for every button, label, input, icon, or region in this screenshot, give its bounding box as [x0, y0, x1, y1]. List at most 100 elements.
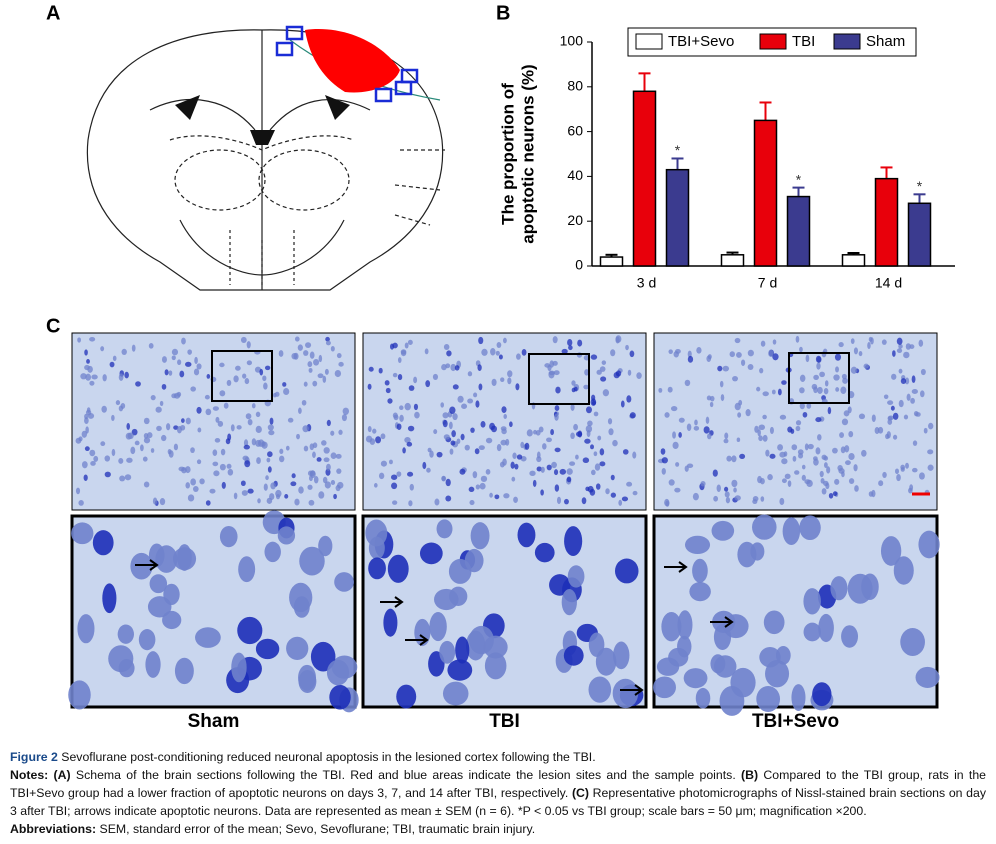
cell	[772, 353, 779, 361]
cell	[212, 461, 219, 467]
cell	[878, 480, 884, 487]
cell	[555, 386, 561, 394]
cell	[263, 483, 268, 491]
cell	[387, 554, 409, 583]
cell	[190, 478, 196, 486]
cell	[844, 460, 851, 466]
cell	[554, 447, 561, 453]
cell	[613, 641, 630, 670]
cell	[772, 339, 777, 345]
cell	[819, 371, 825, 378]
abbreviations-text: SEM, standard error of the mean; Sevo, S…	[99, 822, 536, 836]
cell	[387, 398, 393, 404]
cell	[799, 374, 806, 382]
cell	[910, 397, 915, 404]
cell	[205, 500, 211, 506]
cell	[266, 457, 271, 463]
cell	[442, 419, 448, 428]
cell	[303, 381, 308, 387]
y-tick-label: 100	[560, 33, 584, 49]
cell	[220, 448, 226, 456]
cell	[168, 450, 174, 458]
cell	[419, 542, 443, 565]
cell	[615, 335, 622, 343]
cell	[799, 515, 821, 541]
cell	[179, 370, 185, 378]
cell	[223, 402, 229, 409]
cell	[459, 468, 466, 475]
cell	[439, 640, 456, 664]
cell	[255, 638, 280, 660]
cell	[273, 392, 277, 398]
cell	[161, 383, 167, 390]
cell	[109, 361, 115, 368]
cell	[571, 380, 576, 386]
caption-text: Sevoflurane post-conditioning reduced ne…	[61, 750, 596, 764]
arrow	[135, 559, 159, 571]
cell	[799, 346, 803, 353]
cell	[590, 444, 594, 450]
cell	[257, 439, 265, 447]
cell	[402, 447, 406, 454]
cell	[587, 420, 593, 427]
cell	[614, 558, 639, 584]
cell	[737, 412, 742, 418]
cell	[536, 456, 542, 463]
cell	[185, 482, 191, 489]
cell	[536, 451, 541, 459]
lesion-area	[305, 29, 400, 93]
cell	[75, 487, 81, 495]
cell	[404, 437, 411, 443]
cell	[399, 405, 404, 411]
cell	[806, 479, 813, 488]
cell	[407, 425, 415, 432]
cell	[503, 493, 510, 499]
cell	[828, 492, 834, 499]
cell	[903, 414, 909, 420]
cell	[185, 417, 191, 425]
cell	[383, 608, 398, 637]
cell	[445, 363, 451, 369]
cell	[455, 636, 470, 664]
cell	[309, 475, 313, 482]
cell	[422, 461, 427, 470]
cell	[247, 488, 254, 494]
cell	[898, 399, 904, 408]
cell	[861, 449, 867, 457]
cell	[573, 423, 578, 431]
cell	[406, 441, 413, 447]
cell	[920, 368, 926, 376]
cell	[716, 484, 721, 492]
cell	[927, 449, 934, 455]
cell	[529, 470, 536, 477]
cell	[823, 462, 828, 469]
cell	[842, 377, 848, 384]
cell	[452, 413, 458, 421]
cell	[283, 388, 290, 395]
cell	[569, 461, 576, 466]
cell	[373, 483, 378, 488]
cell	[563, 498, 569, 505]
cell	[472, 471, 478, 479]
cell	[549, 360, 555, 368]
cell	[826, 466, 831, 474]
cell	[226, 379, 232, 387]
cell	[278, 350, 284, 357]
cell	[255, 425, 262, 434]
cell	[711, 520, 735, 541]
cell	[553, 370, 560, 376]
cell	[763, 610, 785, 635]
cell	[724, 491, 730, 498]
cell	[308, 499, 315, 506]
cell	[259, 368, 264, 376]
cell	[477, 364, 482, 371]
cell	[181, 418, 185, 423]
cell	[485, 437, 493, 444]
cell	[725, 496, 731, 504]
cell	[298, 664, 317, 691]
cell	[798, 452, 804, 459]
cell	[835, 387, 840, 392]
cell	[858, 350, 863, 357]
x-tick-label: 14 d	[875, 275, 902, 291]
